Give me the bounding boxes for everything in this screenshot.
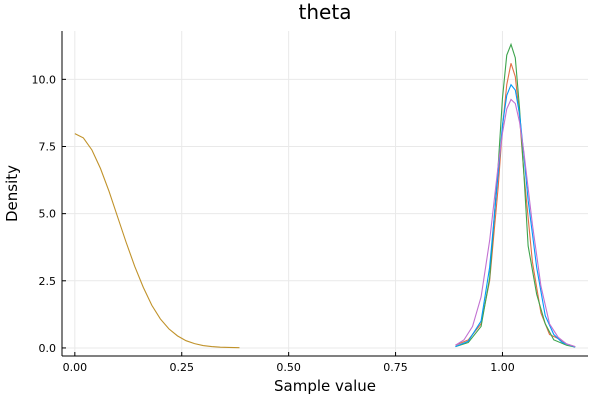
series-line-4 — [455, 83, 576, 348]
axes — [61, 31, 588, 357]
grid — [62, 31, 588, 356]
chart-title: theta — [299, 0, 352, 24]
x-tick-label: 0.00 — [63, 361, 88, 374]
y-axis-label: Density — [3, 165, 21, 222]
y-tick-label: 7.5 — [39, 140, 57, 153]
y-tick-label: 0.0 — [39, 342, 57, 355]
y-tick-label: 2.5 — [39, 275, 57, 288]
series-lines — [74, 42, 576, 349]
series-line-5 — [455, 98, 576, 348]
x-tick-label: 0.25 — [169, 361, 194, 374]
tick-labels: 0.00 0.25 0.50 0.75 1.00 0.0 2.5 5.0 7.5 10.0 — [32, 73, 515, 374]
y-tick-label: 10.0 — [32, 73, 57, 86]
x-tick-label: 0.50 — [276, 361, 301, 374]
x-tick-label: 0.75 — [383, 361, 408, 374]
series-line-3 — [455, 42, 576, 348]
series-line-1 — [74, 133, 240, 349]
y-tick-label: 5.0 — [39, 208, 57, 221]
x-axis-label: Sample value — [274, 377, 376, 395]
x-tick-label: 1.00 — [490, 361, 515, 374]
